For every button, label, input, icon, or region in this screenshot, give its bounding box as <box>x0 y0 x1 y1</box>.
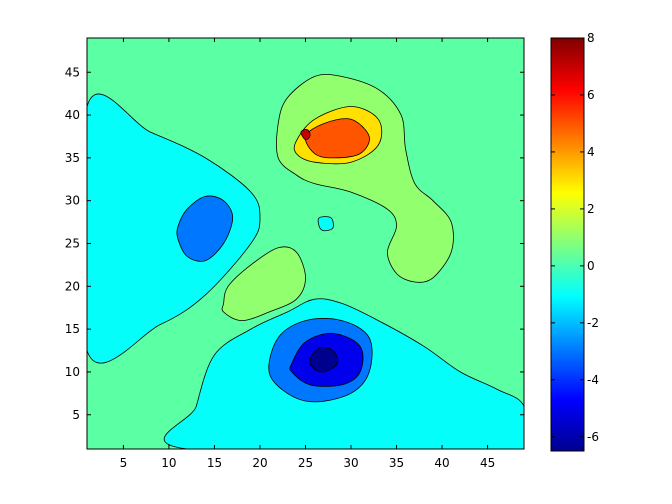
contour-region-10 <box>304 118 370 159</box>
x-tick-label: 5 <box>120 456 128 470</box>
y-tick-label: 40 <box>65 108 80 122</box>
contour-region-8 <box>221 246 306 322</box>
plot-area <box>87 38 524 449</box>
y-tick-label: 25 <box>65 237 80 251</box>
y-tick-label: 35 <box>65 151 80 165</box>
y-tick-label: 20 <box>65 279 80 293</box>
x-tick-label: 25 <box>298 456 313 470</box>
y-tick-label: 45 <box>65 65 80 79</box>
x-tick-label: 40 <box>434 456 449 470</box>
colorbar-gradient <box>551 38 584 451</box>
x-tick-label: 35 <box>389 456 404 470</box>
x-tick-label: 20 <box>252 456 267 470</box>
colorbar-tick-label: -2 <box>587 316 599 330</box>
y-tick-label: 10 <box>65 365 80 379</box>
colorbar: -6 -4 -2 0 2 4 6 8 <box>550 31 599 452</box>
contour-region-2 <box>317 216 334 232</box>
colorbar-tick-label: -4 <box>587 373 599 387</box>
contour-region-3 <box>176 195 234 262</box>
y-axis-ticks: 5 10 15 20 25 30 35 40 45 <box>65 65 524 422</box>
x-tick-label: 30 <box>343 456 358 470</box>
colorbar-tick-label: 0 <box>587 259 595 273</box>
colorbar-tick-label: 8 <box>587 31 595 45</box>
colorbar-tick-label: 6 <box>587 88 595 102</box>
contour-region-6 <box>309 347 339 373</box>
y-tick-label: 15 <box>65 322 80 336</box>
x-tick-label: 10 <box>161 456 176 470</box>
x-axis-ticks: 5 10 15 20 25 30 35 40 45 <box>120 38 495 470</box>
colorbar-tick-label: 2 <box>587 202 595 216</box>
x-tick-label: 15 <box>207 456 222 470</box>
contour-region-11 <box>300 129 311 141</box>
contour-region-0 <box>87 93 261 364</box>
y-tick-label: 5 <box>72 408 80 422</box>
contour-regions <box>87 74 524 449</box>
colorbar-tick-label: -6 <box>587 430 599 444</box>
x-tick-label: 45 <box>480 456 495 470</box>
colorbar-tick-label: 4 <box>587 145 595 159</box>
y-tick-label: 30 <box>65 194 80 208</box>
colorbar-ticks: -6 -4 -2 0 2 4 6 8 <box>551 31 599 444</box>
colorbar-frame <box>550 37 585 452</box>
